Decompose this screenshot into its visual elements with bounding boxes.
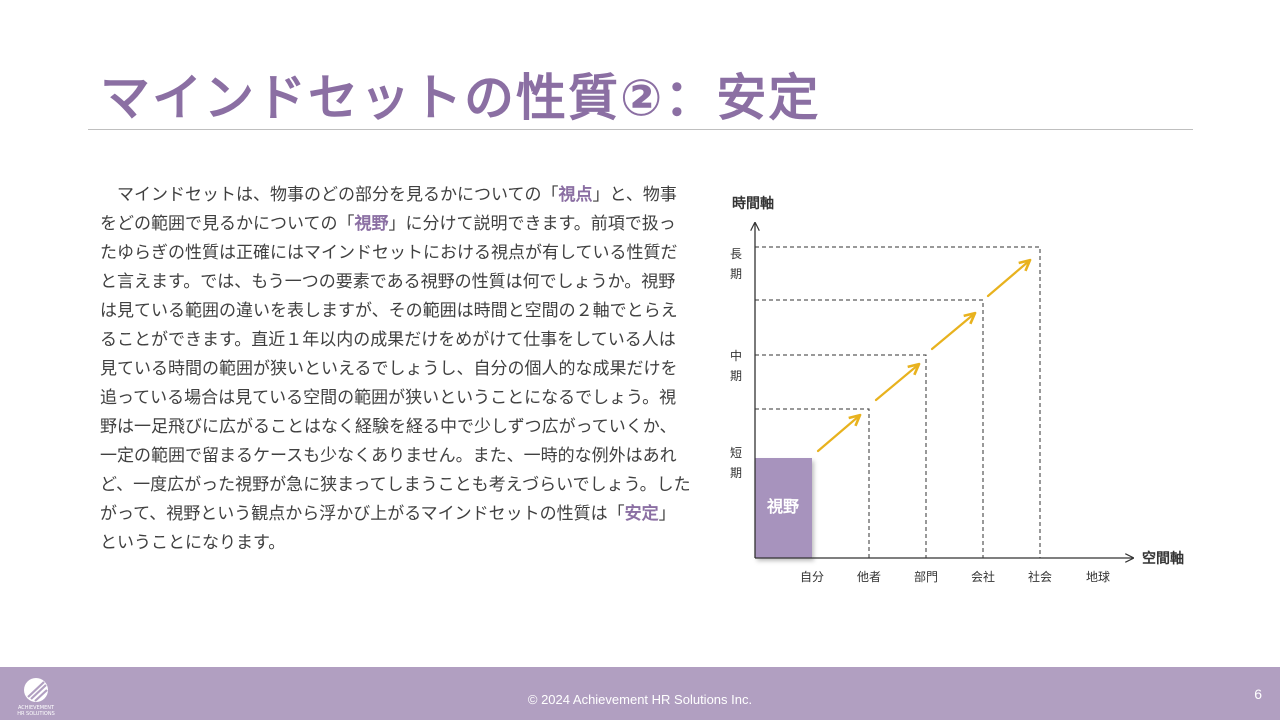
y-tick-long-2: 期 <box>730 267 742 281</box>
y-tick-mid-1: 中 <box>730 348 742 363</box>
growth-arrow-2 <box>874 365 918 402</box>
y-tick-mid-2: 期 <box>730 369 742 383</box>
quote-open-2: 「 <box>337 214 355 234</box>
x-axis-label: 空間軸 <box>1142 550 1184 567</box>
y-tick-short-2: 期 <box>730 466 742 480</box>
x-tick-others: 他者 <box>857 570 881 584</box>
quote-close-2: 」 <box>388 214 406 234</box>
x-tick-company: 会社 <box>971 569 995 584</box>
range-box-other <box>755 408 870 558</box>
slide-title: マインドセットの性質②：安定 <box>100 69 821 127</box>
keyword-field-of-view: 視野 <box>354 214 389 234</box>
x-tick-self: 自分 <box>800 570 824 584</box>
growth-arrow-3 <box>930 314 974 351</box>
logo-text-line1: ACHIEVEMENT <box>18 705 55 711</box>
keyword-viewpoint: 視点 <box>558 185 593 205</box>
footer-bar: ACHIEVEMENT HR SOLUTIONS © 2024 Achievem… <box>0 667 1280 720</box>
body-text-4: ということになります。 <box>100 533 286 553</box>
time-space-diagram: 時間軸 空間軸 長 期 中 期 短 期 視野 自分 他者 部門 会社 社会 地球 <box>730 195 1184 584</box>
logo-text-line2: HR SOLUTIONS <box>17 711 55 717</box>
field-of-view-label: 視野 <box>766 497 799 516</box>
y-tick-short-1: 短 <box>730 446 742 460</box>
copyright-text: © 2024 Achievement HR Solutions Inc. <box>527 692 753 707</box>
quote-close-3: 」 <box>658 504 676 524</box>
growth-arrow-4 <box>986 261 1029 298</box>
range-box-company <box>755 299 984 558</box>
x-tick-earth: 地球 <box>1086 570 1110 584</box>
x-tick-department: 部門 <box>914 569 938 584</box>
keyword-stability: 安定 <box>624 504 659 524</box>
field-of-view-box <box>755 458 812 558</box>
y-tick-long-1: 長 <box>730 247 742 261</box>
body-text-3: に分けて説明できます。前項で扱ったゆらぎの性質は正確にはマインドセットにおける視… <box>100 214 691 524</box>
x-tick-society: 社会 <box>1028 569 1052 584</box>
range-box-department <box>755 354 927 558</box>
page-number: 6 <box>1254 686 1262 702</box>
body-text-2: と、物事をどの範囲で見るかについての <box>100 185 677 234</box>
quote-open-3: 「 <box>607 504 625 524</box>
growth-arrow-1 <box>816 416 859 453</box>
quote-close-1: 」 <box>592 185 610 205</box>
body-text-1: マインドセットは、物事のどの部分を見るかについての <box>117 185 542 205</box>
body-paragraph: マインドセットは、物事のどの部分を見るかについての「視点」と、物事をどの範囲で見… <box>100 181 692 558</box>
y-axis-label: 時間軸 <box>732 195 774 212</box>
company-logo: ACHIEVEMENT HR SOLUTIONS <box>17 678 55 717</box>
title-divider <box>88 129 1193 130</box>
quote-open-1: 「 <box>541 185 559 205</box>
range-box-society <box>755 246 1041 558</box>
